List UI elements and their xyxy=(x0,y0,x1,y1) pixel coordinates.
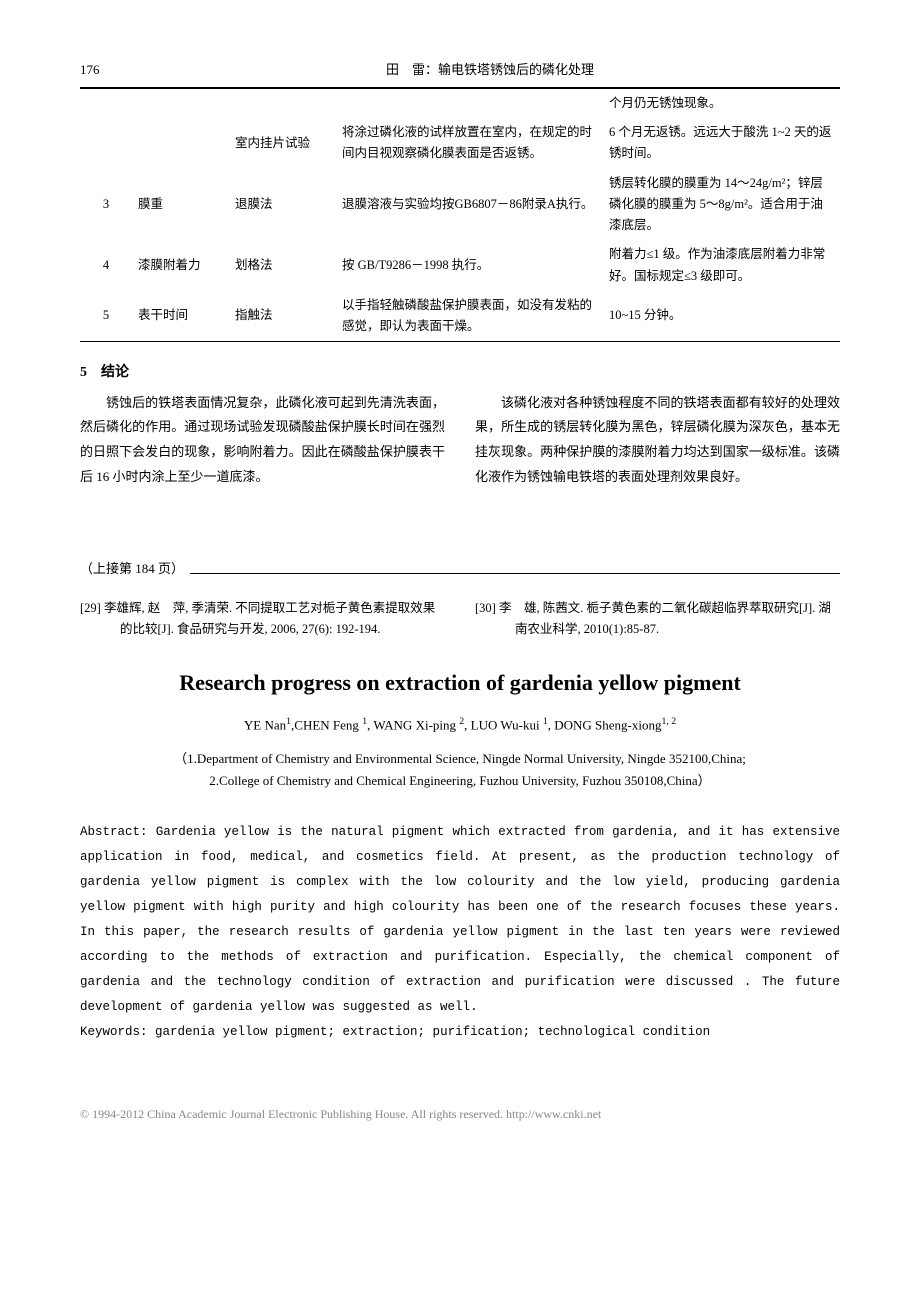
cell: 6 个月无返锈。远远大于酸洗 1~2 天的返锈时间。 xyxy=(603,118,840,169)
cell xyxy=(80,88,132,118)
cell: 个月仍无锈蚀现象。 xyxy=(603,88,840,118)
cell: 膜重 xyxy=(132,169,229,241)
english-abstract: Abstract: Gardenia yellow is the natural… xyxy=(80,820,840,1045)
english-affiliations: （1.Department of Chemistry and Environme… xyxy=(80,748,840,792)
cell: 5 xyxy=(80,291,132,342)
cell: 指触法 xyxy=(229,291,336,342)
cell: 退膜溶液与实验均按GB6807－86附录A执行。 xyxy=(336,169,603,241)
cell: 以手指轻触磷酸盐保护膜表面，如没有发粘的感觉，即认为表面干燥。 xyxy=(336,291,603,342)
cell: 表干时间 xyxy=(132,291,229,342)
cell: 将涂过磷化液的试样放置在室内，在规定的时间内目视观察磷化膜表面是否返锈。 xyxy=(336,118,603,169)
conclusion-right: 该磷化液对各种锈蚀程度不同的铁塔表面都有较好的处理效果，所生成的锈层转化膜为黑色… xyxy=(475,391,840,490)
cell xyxy=(80,118,132,169)
table-row: 3 膜重 退膜法 退膜溶液与实验均按GB6807－86附录A执行。 锈层转化膜的… xyxy=(80,169,840,241)
properties-table: 个月仍无锈蚀现象。 室内挂片试验 将涂过磷化液的试样放置在室内，在规定的时间内目… xyxy=(80,88,840,343)
reference-item: [30] 李 雄, 陈茜文. 栀子黄色素的二氧化碳超临界萃取研究[J]. 湖南农… xyxy=(475,598,840,641)
cell: 划格法 xyxy=(229,240,336,291)
cell: 漆膜附着力 xyxy=(132,240,229,291)
cell: 3 xyxy=(80,169,132,241)
table-row: 室内挂片试验 将涂过磷化液的试样放置在室内，在规定的时间内目视观察磷化膜表面是否… xyxy=(80,118,840,169)
abstract-label: Abstract: xyxy=(80,825,148,839)
table-row: 5 表干时间 指触法 以手指轻触磷酸盐保护膜表面，如没有发粘的感觉，即认为表面干… xyxy=(80,291,840,342)
cell: 退膜法 xyxy=(229,169,336,241)
cell xyxy=(336,88,603,118)
conclusion-left: 锈蚀后的铁塔表面情况复杂，此磷化液可起到先清洗表面，然后磷化的作用。通过现场试验… xyxy=(80,391,445,490)
divider-line xyxy=(190,565,840,574)
page-number: 176 xyxy=(80,60,140,81)
page-header: 176 田 雷：输电铁塔锈蚀后的磷化处理 xyxy=(80,60,840,88)
references: [29] 李雄辉, 赵 萍, 季清荣. 不同提取工艺对栀子黄色素提取效果的比较[… xyxy=(80,598,840,641)
affil-line: （1.Department of Chemistry and Environme… xyxy=(80,748,840,770)
page-footer: © 1994-2012 China Academic Journal Elect… xyxy=(80,1105,840,1124)
english-authors: YE Nan1,CHEN Feng 1, WANG Xi-ping 2, LUO… xyxy=(80,714,840,736)
keywords-label: Keywords: xyxy=(80,1025,148,1039)
continuation-label: （上接第 184 页） xyxy=(80,559,184,580)
abstract-text: Gardenia yellow is the natural pigment w… xyxy=(80,825,840,1014)
table-row: 个月仍无锈蚀现象。 xyxy=(80,88,840,118)
conclusion-heading: 5 结论 xyxy=(80,362,840,384)
cell xyxy=(132,88,229,118)
cell xyxy=(229,88,336,118)
reference-item: [29] 李雄辉, 赵 萍, 季清荣. 不同提取工艺对栀子黄色素提取效果的比较[… xyxy=(80,598,445,641)
cell: 锈层转化膜的膜重为 14～24g/m²；锌层磷化膜的膜重为 5～8g/m²。适合… xyxy=(603,169,840,241)
table-row: 4 漆膜附着力 划格法 按 GB/T9286－1998 执行。 附着力≤1 级。… xyxy=(80,240,840,291)
cell: 10~15 分钟。 xyxy=(603,291,840,342)
keywords-text: gardenia yellow pigment; extraction; pur… xyxy=(148,1025,711,1039)
cell: 按 GB/T9286－1998 执行。 xyxy=(336,240,603,291)
cell: 室内挂片试验 xyxy=(229,118,336,169)
english-title: Research progress on extraction of garde… xyxy=(80,665,840,700)
cell xyxy=(132,118,229,169)
cell: 4 xyxy=(80,240,132,291)
conclusion-body: 锈蚀后的铁塔表面情况复杂，此磷化液可起到先清洗表面，然后磷化的作用。通过现场试验… xyxy=(80,391,840,490)
continuation-divider: （上接第 184 页） xyxy=(80,559,840,580)
affil-line: 2.College of Chemistry and Chemical Engi… xyxy=(80,770,840,792)
cell: 附着力≤1 级。作为油漆底层附着力非常好。国标规定≤3 级即可。 xyxy=(603,240,840,291)
header-title: 田 雷：输电铁塔锈蚀后的磷化处理 xyxy=(140,60,840,81)
